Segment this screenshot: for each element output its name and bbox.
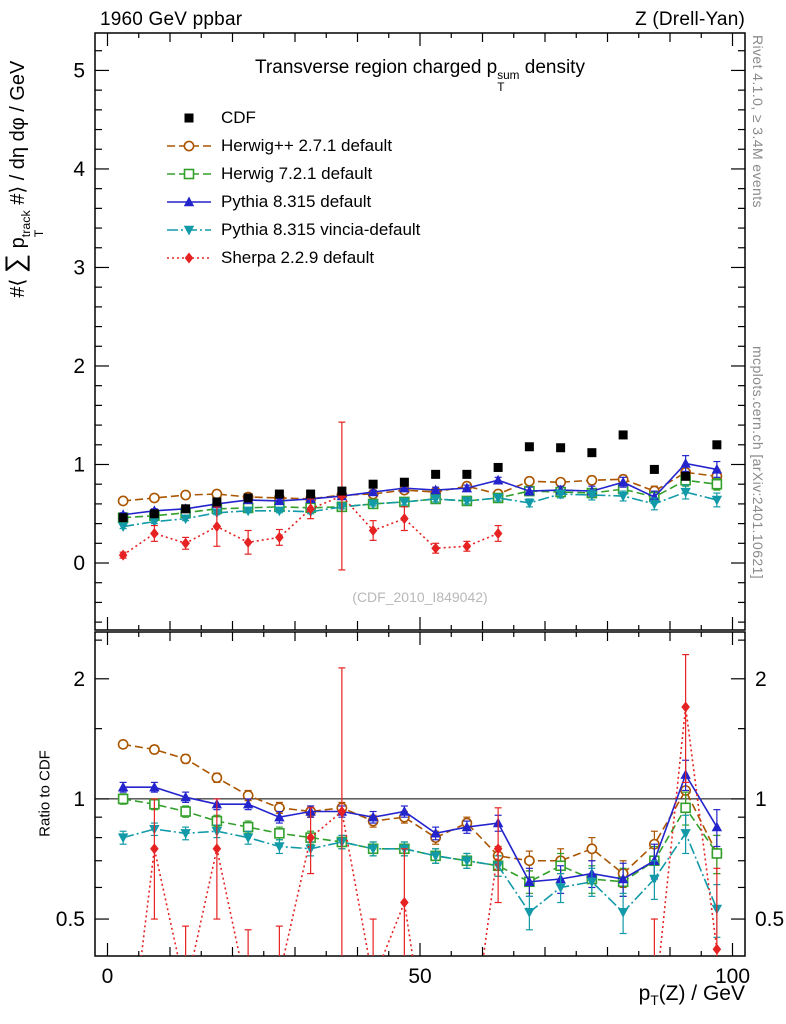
legend-label: Herwig 7.2.1 default	[221, 164, 373, 183]
tick-label: 0	[73, 552, 85, 575]
beam-energy-label: 1960 GeV ppbar	[100, 9, 243, 30]
tick-label: 2	[73, 668, 85, 691]
tick-label: 100	[715, 965, 750, 988]
legend-label: CDF	[221, 108, 256, 127]
tick-label: 1	[73, 453, 85, 476]
square-filled-icon	[184, 113, 194, 123]
panel-main	[117, 421, 723, 571]
legend-label: Herwig++ 2.7.1 default	[221, 136, 393, 155]
legend-item-sherpa: Sherpa 2.2.9 default	[165, 244, 420, 272]
y-axis-label-ratio: Ratio to CDF	[36, 750, 54, 837]
analysis-id-watermark: (CDF_2010_I849042)	[352, 589, 488, 605]
diamond-icon	[167, 252, 211, 264]
x-axis-label: pT(Z) / GeV	[638, 982, 745, 1009]
tick-label: 0.5	[56, 908, 85, 931]
tick-label: 1	[755, 788, 767, 811]
ratio-panel-frame	[94, 631, 746, 957]
legend-label: Sherpa 2.2.9 default	[221, 248, 375, 267]
legend-item-pythia-vincia: Pythia 8.315 vincia-default	[165, 216, 420, 244]
series-pythia-vincia	[117, 814, 723, 938]
rivet-version-label: Rivet 4.1.0, ≥ 3.4M events	[750, 35, 766, 208]
y-axis-label-main: #⟨ ∑ p track T #⟩ / dη dφ / GeV	[0, 60, 47, 298]
triangle-down-icon	[167, 225, 211, 236]
tick-label: 2	[755, 668, 767, 691]
square-open-icon	[167, 168, 211, 180]
circle-open-icon	[167, 140, 211, 152]
panel-ratio	[117, 653, 723, 956]
tick-label: 1	[73, 788, 85, 811]
tick-label: 0	[102, 965, 114, 988]
legend-item-cdf: CDF	[165, 104, 420, 132]
triangle-up-icon	[167, 196, 211, 207]
plot-title-text: Transverse region charged p	[255, 57, 498, 78]
pt-sum-symbol: sum T	[497, 68, 520, 95]
legend-label: Pythia 8.315 vincia-default	[221, 220, 421, 239]
series-cdf	[118, 430, 722, 523]
tick-label: 3	[73, 256, 85, 279]
legend: CDF Herwig++ 2.7.1 default Herwig 7.2.1 de…	[165, 104, 420, 272]
legend-item-herwig7: Herwig 7.2.1 default	[165, 160, 420, 188]
legend-item-pythia: Pythia 8.315 default	[165, 188, 420, 216]
series-pythia-vincia	[117, 484, 723, 533]
series-herwig7	[117, 791, 723, 897]
series-herwigpp	[117, 738, 723, 889]
tick-label: 50	[408, 965, 431, 988]
tick-label: 2	[73, 355, 85, 378]
process-label: Z (Drell-Yan)	[635, 9, 745, 30]
legend-label: Pythia 8.315 default	[221, 192, 372, 211]
pt-track-symbol: track T	[19, 210, 47, 238]
series-sherpa	[140, 653, 722, 956]
plot-title: Transverse region charged p sum T density	[255, 57, 585, 95]
sum-symbol: ∑	[0, 253, 30, 274]
axes: 0 50 100 0 1 2 3 4 5 0.5 0.5 1 1 2 2	[56, 32, 784, 988]
tick-label: 0.5	[755, 908, 784, 931]
legend-item-herwigpp: Herwig++ 2.7.1 default	[165, 132, 420, 160]
tick-label: 5	[73, 59, 85, 82]
tick-label: 4	[73, 158, 85, 181]
mcplots-arxiv-label: mcplots.cern.ch [arXiv:2401.10621]	[750, 346, 766, 580]
